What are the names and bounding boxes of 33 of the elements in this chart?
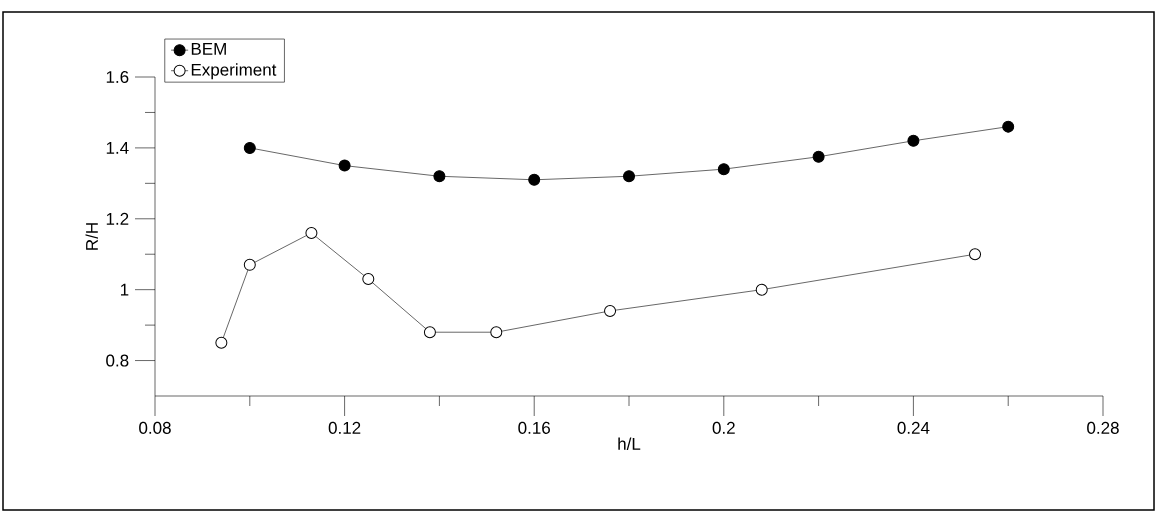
x-tick-label: 0.24	[897, 421, 930, 434]
point	[362, 273, 375, 286]
x-tick-label: 0.12	[328, 421, 361, 434]
point	[490, 326, 503, 339]
y-tick-label: 0.8	[106, 354, 129, 367]
legend-label: BEM	[191, 43, 226, 55]
point	[969, 248, 982, 261]
point	[528, 173, 541, 186]
y-tick-label: 1.2	[106, 212, 129, 225]
point	[604, 304, 617, 317]
point	[338, 159, 351, 172]
y-tick-label: 1.6	[106, 70, 129, 84]
point	[305, 226, 318, 239]
point	[1002, 120, 1015, 133]
point	[423, 326, 436, 339]
point	[433, 170, 446, 183]
point	[215, 336, 228, 349]
point	[907, 134, 920, 147]
y-tick-label: 1	[120, 283, 129, 296]
point	[717, 163, 730, 176]
point	[243, 258, 256, 271]
point	[623, 170, 636, 183]
x-tick-label: 0.2	[712, 421, 735, 434]
y-tick-label: 1.4	[106, 142, 129, 154]
x-tick-label: 0.16	[518, 421, 550, 434]
legend-label: Experiment	[191, 63, 277, 80]
x-tick-label: 0.08	[139, 421, 171, 434]
y-axis-title: R/H	[85, 223, 98, 250]
point	[243, 141, 256, 154]
point	[755, 283, 768, 296]
point	[812, 150, 825, 163]
x-tick-label: 0.28	[1087, 421, 1119, 434]
x-axis-title: h/L	[618, 437, 641, 450]
